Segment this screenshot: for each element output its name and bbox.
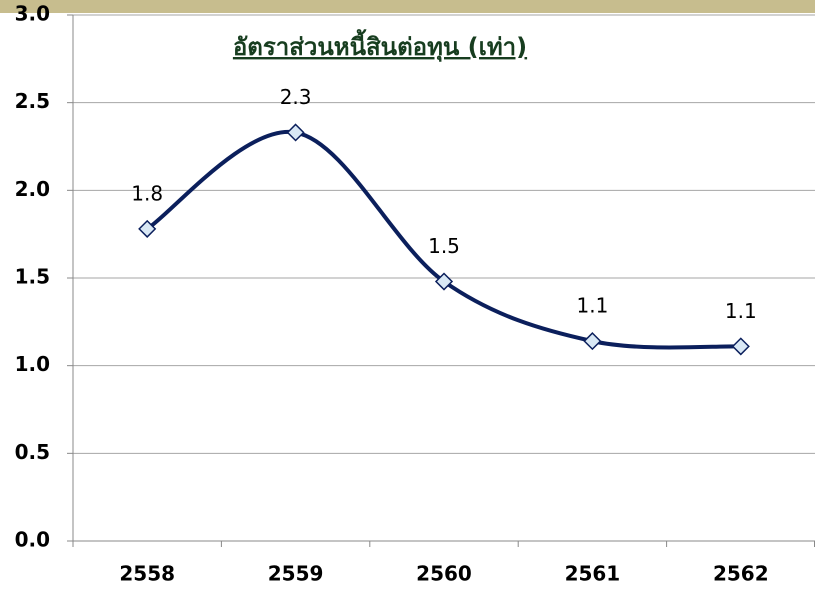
point-marker bbox=[731, 337, 750, 356]
x-tick-label: 2558 bbox=[119, 562, 175, 586]
data-label: 1.1 bbox=[576, 294, 608, 318]
x-tick-label: 2561 bbox=[565, 562, 621, 586]
x-tick-label: 2560 bbox=[416, 562, 472, 586]
y-tick-label: 3.0 bbox=[15, 2, 50, 26]
point-marker bbox=[286, 123, 305, 142]
data-label: 1.5 bbox=[428, 234, 460, 258]
y-tick-label: 1.0 bbox=[15, 352, 50, 376]
data-label: 2.3 bbox=[280, 85, 312, 109]
y-tick-label: 1.5 bbox=[15, 265, 50, 289]
y-tick-label: 2.5 bbox=[15, 89, 50, 113]
line bbox=[146, 130, 741, 350]
point-marker bbox=[583, 332, 602, 351]
x-tick-label: 2562 bbox=[713, 562, 769, 586]
x-tick-label: 2559 bbox=[268, 562, 324, 586]
point-marker bbox=[138, 219, 157, 238]
y-tick-label: 2.0 bbox=[15, 177, 50, 201]
data-label: 1.1 bbox=[725, 299, 757, 323]
chart-title: อัตราส่วนหนี้สินต่อทุน (เท่า) bbox=[233, 28, 527, 63]
point-marker bbox=[434, 272, 454, 291]
header-band bbox=[0, 0, 815, 13]
data-label: 1.8 bbox=[131, 181, 163, 205]
y-tick-label: 0.5 bbox=[15, 440, 50, 464]
y-tick-label: 0.0 bbox=[15, 528, 50, 552]
